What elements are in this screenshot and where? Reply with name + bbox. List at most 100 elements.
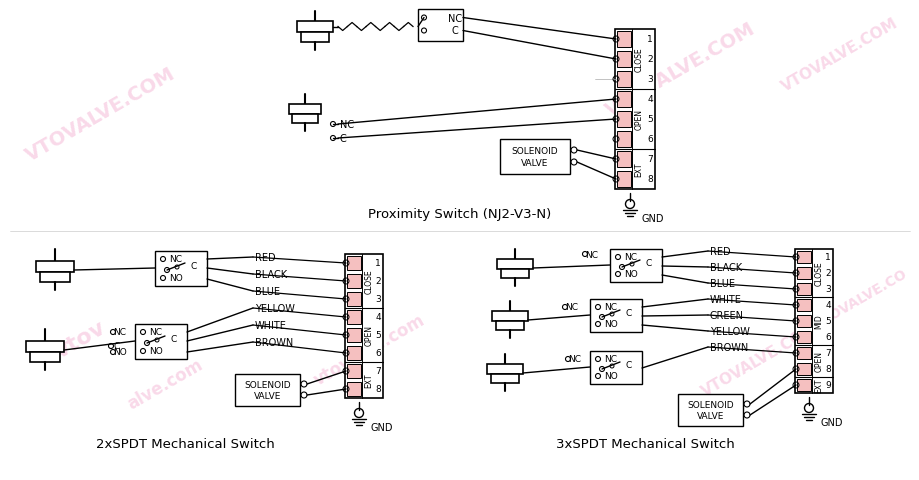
Text: RED: RED bbox=[255, 252, 276, 263]
Text: VTOVALVE.COM: VTOVALVE.COM bbox=[698, 320, 820, 398]
Text: VTOVALVE.COM: VTOVALVE.COM bbox=[778, 15, 900, 94]
Text: NC: NC bbox=[568, 355, 581, 364]
Text: NC: NC bbox=[604, 303, 617, 312]
Text: BLUE: BLUE bbox=[709, 278, 734, 288]
Text: 2: 2 bbox=[824, 269, 830, 278]
Text: VALVE: VALVE bbox=[696, 411, 723, 420]
Bar bbox=[234, 374, 300, 406]
Text: NO: NO bbox=[113, 348, 127, 357]
Text: 7: 7 bbox=[824, 349, 830, 358]
Text: GREEN: GREEN bbox=[709, 311, 743, 320]
Bar bbox=[796, 267, 811, 279]
Bar bbox=[617, 72, 630, 88]
Text: C: C bbox=[191, 262, 197, 271]
Text: BLACK: BLACK bbox=[709, 263, 742, 273]
Text: WHITE: WHITE bbox=[255, 320, 287, 330]
Bar bbox=[677, 394, 743, 426]
Bar bbox=[501, 269, 528, 278]
Text: CLOSE: CLOSE bbox=[634, 48, 642, 72]
Bar bbox=[346, 311, 360, 324]
Text: 3: 3 bbox=[646, 75, 652, 84]
Text: Proximity Switch (NJ2-V3-N): Proximity Switch (NJ2-V3-N) bbox=[368, 208, 551, 221]
Bar bbox=[617, 112, 630, 128]
Text: SOLENOID: SOLENOID bbox=[244, 380, 290, 389]
Text: 6: 6 bbox=[824, 333, 830, 342]
Bar bbox=[796, 379, 811, 391]
Text: 7: 7 bbox=[375, 367, 380, 376]
Text: MID: MID bbox=[813, 314, 823, 329]
Bar bbox=[617, 52, 630, 68]
Bar bbox=[589, 300, 641, 332]
Text: YELLOW: YELLOW bbox=[255, 303, 295, 313]
Bar bbox=[345, 254, 382, 398]
Bar bbox=[346, 275, 360, 288]
Text: C: C bbox=[625, 309, 631, 318]
Text: NC: NC bbox=[149, 328, 162, 337]
Text: BROWN: BROWN bbox=[255, 337, 293, 347]
Text: C: C bbox=[645, 259, 652, 268]
Bar bbox=[499, 140, 570, 175]
Text: NO: NO bbox=[169, 274, 183, 283]
Bar bbox=[154, 252, 207, 287]
Bar bbox=[617, 132, 630, 148]
Text: CLOSE: CLOSE bbox=[813, 261, 823, 286]
Bar bbox=[796, 331, 811, 343]
Text: VALVE: VALVE bbox=[254, 391, 281, 400]
Text: 1: 1 bbox=[646, 36, 652, 45]
Text: 3xSPDT Mechanical Switch: 3xSPDT Mechanical Switch bbox=[555, 438, 733, 451]
Bar bbox=[796, 252, 811, 264]
Bar bbox=[297, 22, 333, 33]
Text: GND: GND bbox=[641, 214, 664, 224]
Text: C: C bbox=[171, 335, 177, 344]
Text: 5: 5 bbox=[646, 115, 652, 124]
Text: 2: 2 bbox=[375, 277, 380, 286]
Bar bbox=[614, 30, 654, 190]
Bar bbox=[796, 315, 811, 327]
Bar bbox=[617, 92, 630, 108]
Text: C: C bbox=[625, 361, 631, 370]
Bar bbox=[796, 283, 811, 295]
Bar bbox=[495, 321, 524, 330]
Text: NC: NC bbox=[113, 328, 127, 337]
Text: GND: GND bbox=[820, 417, 843, 427]
Bar bbox=[346, 292, 360, 306]
Text: NO: NO bbox=[149, 347, 163, 356]
Text: alve.com: alve.com bbox=[124, 355, 206, 413]
Bar bbox=[301, 33, 329, 43]
Text: 4: 4 bbox=[824, 301, 830, 310]
Bar bbox=[36, 262, 74, 273]
Text: vtov: vtov bbox=[51, 317, 108, 361]
Text: YELLOW: YELLOW bbox=[709, 326, 749, 336]
Bar bbox=[491, 374, 518, 383]
Text: vtovalve.com: vtovalve.com bbox=[311, 310, 428, 388]
Bar bbox=[289, 105, 321, 115]
Text: OPEN: OPEN bbox=[634, 109, 642, 130]
Bar bbox=[135, 324, 187, 359]
Text: NO: NO bbox=[604, 320, 617, 329]
Text: 4: 4 bbox=[646, 96, 652, 104]
Text: SOLENOID: SOLENOID bbox=[511, 147, 558, 156]
Text: 8: 8 bbox=[824, 365, 830, 374]
Text: NO: NO bbox=[604, 372, 617, 381]
Text: VTOVALVE.COM: VTOVALVE.COM bbox=[22, 64, 178, 165]
Text: C: C bbox=[451, 26, 458, 36]
Text: VALVE: VALVE bbox=[521, 158, 548, 168]
Text: 8: 8 bbox=[646, 175, 652, 184]
Bar bbox=[609, 250, 662, 282]
Text: RED: RED bbox=[709, 247, 730, 256]
Text: EXT: EXT bbox=[364, 373, 373, 387]
Text: C: C bbox=[340, 134, 346, 144]
Bar bbox=[589, 351, 641, 384]
Bar bbox=[291, 115, 318, 124]
Bar bbox=[346, 346, 360, 360]
Text: NC: NC bbox=[565, 303, 578, 312]
Bar bbox=[346, 328, 360, 342]
Text: NC: NC bbox=[340, 120, 354, 130]
Bar bbox=[346, 256, 360, 270]
Text: 7: 7 bbox=[646, 155, 652, 164]
Text: 3: 3 bbox=[375, 295, 380, 304]
Text: NO: NO bbox=[623, 270, 637, 279]
Bar bbox=[346, 382, 360, 396]
Bar bbox=[794, 250, 832, 393]
Text: NC: NC bbox=[604, 355, 617, 364]
